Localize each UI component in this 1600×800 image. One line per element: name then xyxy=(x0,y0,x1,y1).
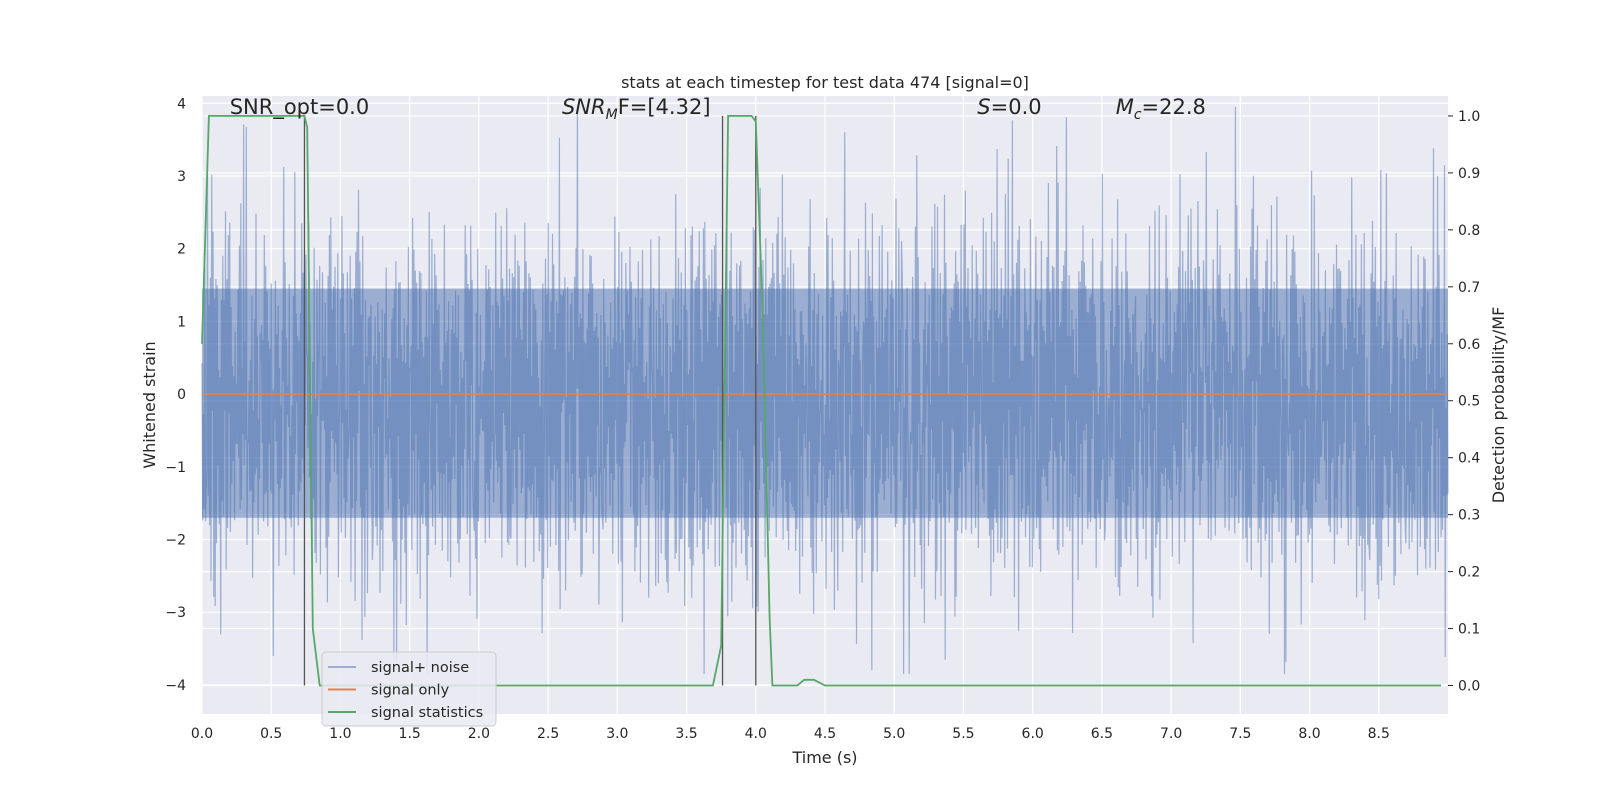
x-tick-label: 1.0 xyxy=(329,726,351,742)
x-tick-label: 7.5 xyxy=(1229,726,1251,742)
x-tick-label: 3.0 xyxy=(606,726,628,742)
tick-labels: 0.0 0.5 1.0 1.5 2.0 2.5 3.0 3.5 4.0 4.5 5.0 5.5 6.0 6… xyxy=(165,96,1480,742)
series-signal-noise xyxy=(201,106,1449,675)
legend-entry: signal+ noise xyxy=(371,660,469,676)
x-tick-label: 2.5 xyxy=(537,726,559,742)
y-tick-label-right: 0.7 xyxy=(1458,280,1480,296)
y-tick-label-left: 0 xyxy=(177,387,186,403)
x-axis-label: Time (s) xyxy=(791,748,857,767)
x-tick-label: 8.5 xyxy=(1368,726,1390,742)
y-tick-label-right: 0.2 xyxy=(1458,565,1480,581)
x-tick-label: 4.5 xyxy=(814,726,836,742)
y-tick-label-left: 3 xyxy=(177,169,186,185)
y-tick-label-left: −2 xyxy=(165,533,186,549)
legend-entry: signal only xyxy=(371,683,450,699)
x-tick-label: 8.0 xyxy=(1298,726,1320,742)
y-tick-label-left: 1 xyxy=(177,314,186,330)
y-tick-label-left: 2 xyxy=(177,242,186,258)
annotation: SNRMF=[4.32] xyxy=(562,95,711,123)
legend-entry: signal statistics xyxy=(371,705,483,721)
y-tick-label-right: 0.6 xyxy=(1458,337,1480,353)
annotations: SNR_opt=0.0 SNRMF=[4.32] S=0.0 Mc=22.8 xyxy=(230,95,1206,123)
chart-title: stats at each timestep for test data 474… xyxy=(621,73,1029,92)
legend: signal+ noise signal only signal statistic… xyxy=(321,651,497,727)
x-tick-label: 5.0 xyxy=(883,726,905,742)
y-tick-label-right: 0.9 xyxy=(1458,166,1480,182)
y-tick-label-left: −3 xyxy=(165,605,186,621)
y-axis-label-left: Whitened strain xyxy=(140,341,159,468)
annotation: S=0.0 xyxy=(977,95,1041,119)
y-tick-label-right: 0.8 xyxy=(1458,223,1480,239)
legend-box xyxy=(321,651,497,727)
x-tick-label: 1.5 xyxy=(399,726,421,742)
annotation: Mc=22.8 xyxy=(1116,95,1206,123)
y-tick-label-left: −1 xyxy=(165,460,186,476)
y-tick-label-left: −4 xyxy=(165,678,186,694)
y-tick-label-right: 0.0 xyxy=(1458,679,1480,695)
signal-statistics-line xyxy=(201,115,1442,687)
y-tick-label-right: 0.1 xyxy=(1458,622,1480,638)
y-tick-label-right: 0.3 xyxy=(1458,508,1480,524)
y-tick-label-left: 4 xyxy=(177,96,186,112)
x-tick-label: 6.5 xyxy=(1091,726,1113,742)
x-tick-label: 5.5 xyxy=(952,726,974,742)
x-tick-label: 7.0 xyxy=(1160,726,1182,742)
series-lines xyxy=(201,115,1448,687)
y-axis-label-right: Detection probability/MF xyxy=(1489,307,1508,504)
annotation: SNR_opt=0.0 xyxy=(230,95,370,120)
x-tick-label: 0.5 xyxy=(260,726,282,742)
y-tick-label-right: 1.0 xyxy=(1458,109,1480,125)
x-tick-label: 4.0 xyxy=(745,726,767,742)
x-tick-label: 6.0 xyxy=(1022,726,1044,742)
y-tick-label-right: 0.4 xyxy=(1458,451,1480,467)
x-tick-label: 0.0 xyxy=(191,726,213,742)
y-tick-label-right: 0.5 xyxy=(1458,394,1480,410)
x-tick-label: 2.0 xyxy=(468,726,490,742)
noise-trace xyxy=(201,106,1449,675)
x-tick-label: 3.5 xyxy=(675,726,697,742)
